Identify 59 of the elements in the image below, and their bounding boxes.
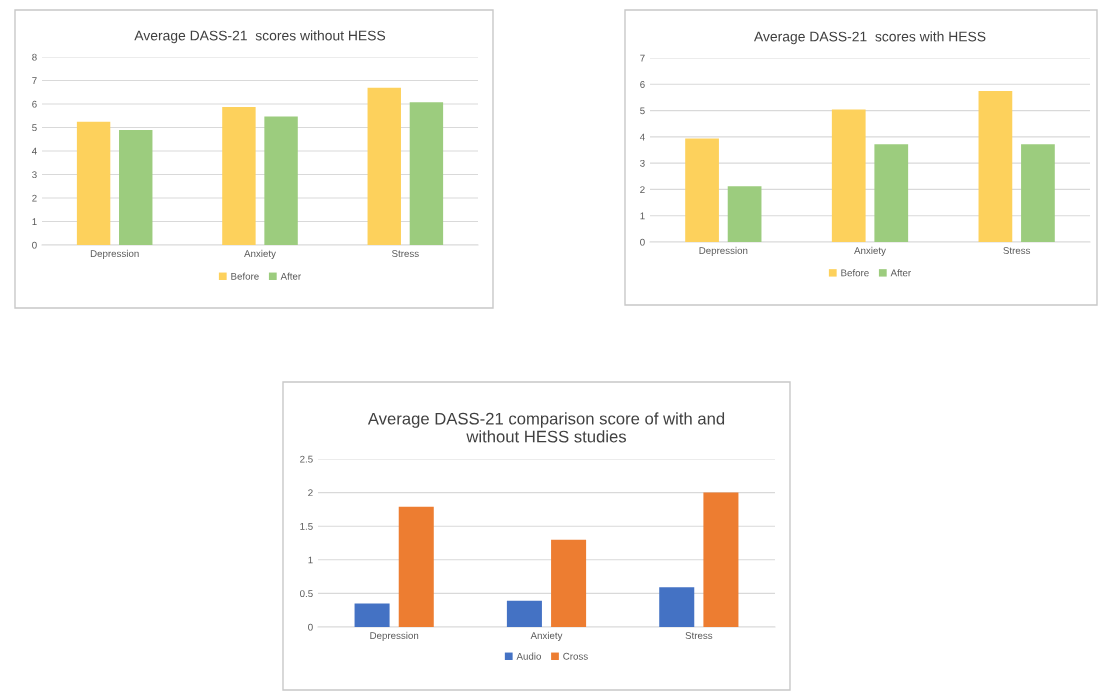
y-tick-label: 8 [32, 53, 37, 61]
y-tick-label: 7 [640, 54, 645, 62]
bar [1021, 144, 1055, 242]
y-tick-label: 6 [32, 100, 37, 108]
legend-label: Audio [516, 652, 541, 660]
y-tick-label: 2 [32, 194, 37, 202]
x-tick-label: Anxiety [244, 249, 276, 259]
y-tick-label: 3 [640, 159, 645, 167]
chart-title: Average DASS-21 scores without HESS [134, 30, 386, 44]
bar [264, 116, 298, 245]
x-tick-label: Stress [1003, 247, 1031, 254]
y-tick-label: 3 [32, 171, 37, 179]
bar [874, 144, 909, 242]
y-tick-label: 5 [640, 107, 645, 115]
legend-label: After [890, 269, 911, 277]
bar [222, 107, 256, 245]
y-tick-label: 4 [639, 133, 645, 141]
x-tick-label: Anxiety [854, 246, 886, 256]
bar [119, 130, 153, 245]
y-tick-label: 0 [308, 623, 313, 631]
legend-label: Before [231, 272, 259, 280]
x-tick-label: Depression [90, 249, 139, 259]
bar [398, 506, 434, 627]
y-tick-label: 1.5 [300, 523, 313, 530]
chart-title: Average DASS-21 comparison score of with and without HESS studies [367, 412, 725, 443]
bar [703, 492, 739, 627]
bar [354, 603, 390, 627]
y-tick-label: 5 [32, 124, 37, 132]
x-tick-label: Depression [699, 246, 748, 256]
bar [76, 121, 111, 245]
y-tick-label: 2.5 [300, 455, 313, 463]
legend-label: Before [841, 269, 869, 277]
x-tick-label: Stress [392, 250, 419, 257]
bar [367, 87, 401, 245]
x-tick-label: Depression [370, 631, 419, 641]
y-tick-label: 1 [640, 212, 645, 220]
y-tick-label: 0 [32, 241, 37, 249]
bar [551, 539, 587, 627]
bar [685, 138, 719, 242]
bar [409, 102, 444, 245]
x-tick-label: Anxiety [530, 631, 563, 641]
y-tick-label: 0.5 [300, 590, 313, 598]
y-tick-label: 2 [308, 489, 313, 497]
legend-label: Cross [563, 652, 588, 660]
x-tick-label: Stress [685, 632, 713, 639]
legend-label: After [280, 272, 301, 280]
y-tick-label: 0 [640, 238, 645, 246]
y-tick-label: 6 [640, 81, 645, 88]
y-tick-label: 1 [308, 556, 313, 564]
bar [727, 186, 762, 242]
y-tick-label: 4 [31, 147, 37, 155]
bar [506, 600, 542, 627]
y-tick-label: 1 [32, 218, 37, 226]
bar [659, 587, 695, 627]
y-tick-label: 2 [640, 186, 645, 193]
bar [978, 91, 1013, 242]
bar [831, 109, 866, 242]
chart-title: Average DASS-21 scores with HESS [753, 31, 986, 45]
y-tick-label: 7 [32, 77, 37, 85]
